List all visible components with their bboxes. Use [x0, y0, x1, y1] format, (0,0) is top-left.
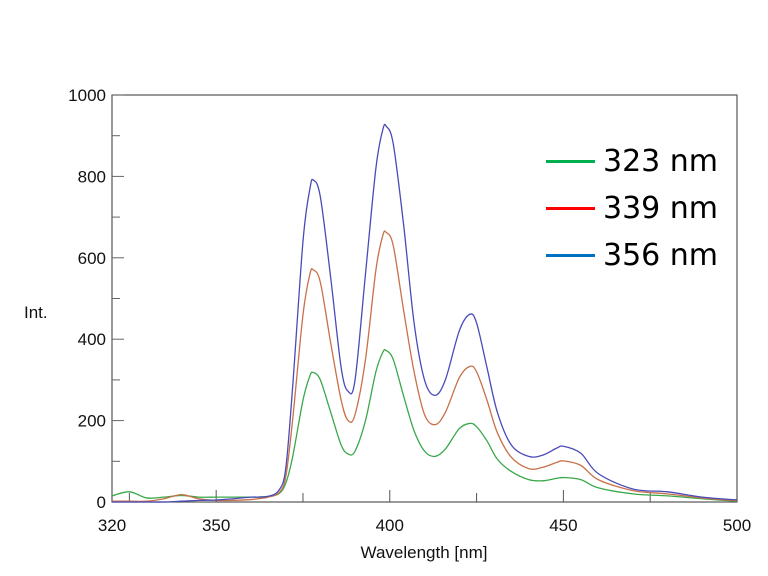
series-line [112, 123, 738, 503]
series-line [112, 230, 738, 503]
legend: 323 nm 339 nm 356 nm [546, 138, 718, 279]
x-axis-label: Wavelength [nm] [361, 543, 488, 562]
x-tick-label: 350 [202, 516, 230, 535]
y-tick-label: 600 [78, 249, 106, 268]
x-tick-label: 320 [98, 516, 126, 535]
y-axis-label: Int. [24, 303, 48, 322]
y-tick-label: 200 [78, 412, 106, 431]
legend-label: 356 nm [603, 238, 719, 273]
x-tick-label: 400 [376, 516, 404, 535]
legend-swatch-blue [546, 254, 595, 257]
y-tick-label: 0 [97, 493, 106, 512]
x-tick-label: 450 [549, 516, 577, 535]
legend-label: 323 nm [603, 144, 719, 179]
legend-item-323: 323 nm [546, 138, 718, 185]
legend-item-356: 356 nm [546, 232, 718, 279]
x-axis-ticks: 320 350 400 450 500 [98, 490, 751, 535]
y-axis-ticks: 0 200 400 600 800 1000 [68, 86, 124, 512]
y-tick-label: 400 [78, 330, 106, 349]
legend-item-339: 339 nm [546, 185, 718, 232]
x-tick-label: 500 [723, 516, 751, 535]
series-lines [111, 123, 738, 503]
y-tick-label: 800 [78, 167, 106, 186]
y-tick-label: 1000 [68, 86, 106, 105]
legend-label: 339 nm [603, 191, 719, 226]
legend-swatch-green [546, 160, 595, 163]
series-line [111, 348, 738, 502]
legend-swatch-red [546, 207, 595, 210]
